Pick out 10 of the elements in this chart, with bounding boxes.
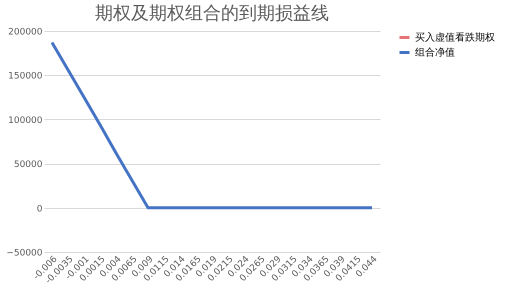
line-series bbox=[50, 40, 374, 210]
y-tick-label: 0 bbox=[36, 204, 43, 214]
y-tick-label: 200000 bbox=[8, 28, 43, 38]
legend-label: 买入虚值看跌期权 bbox=[415, 32, 495, 44]
y-tick-label: 50000 bbox=[14, 160, 43, 170]
y-tick-label: 150000 bbox=[8, 72, 43, 82]
chart-title: 期权及期权组合的到期损益线 bbox=[95, 3, 329, 24]
legend-label: 组合净值 bbox=[415, 46, 455, 58]
y-tick-label: −50000 bbox=[6, 248, 43, 258]
y-tick-label: 100000 bbox=[8, 116, 43, 126]
